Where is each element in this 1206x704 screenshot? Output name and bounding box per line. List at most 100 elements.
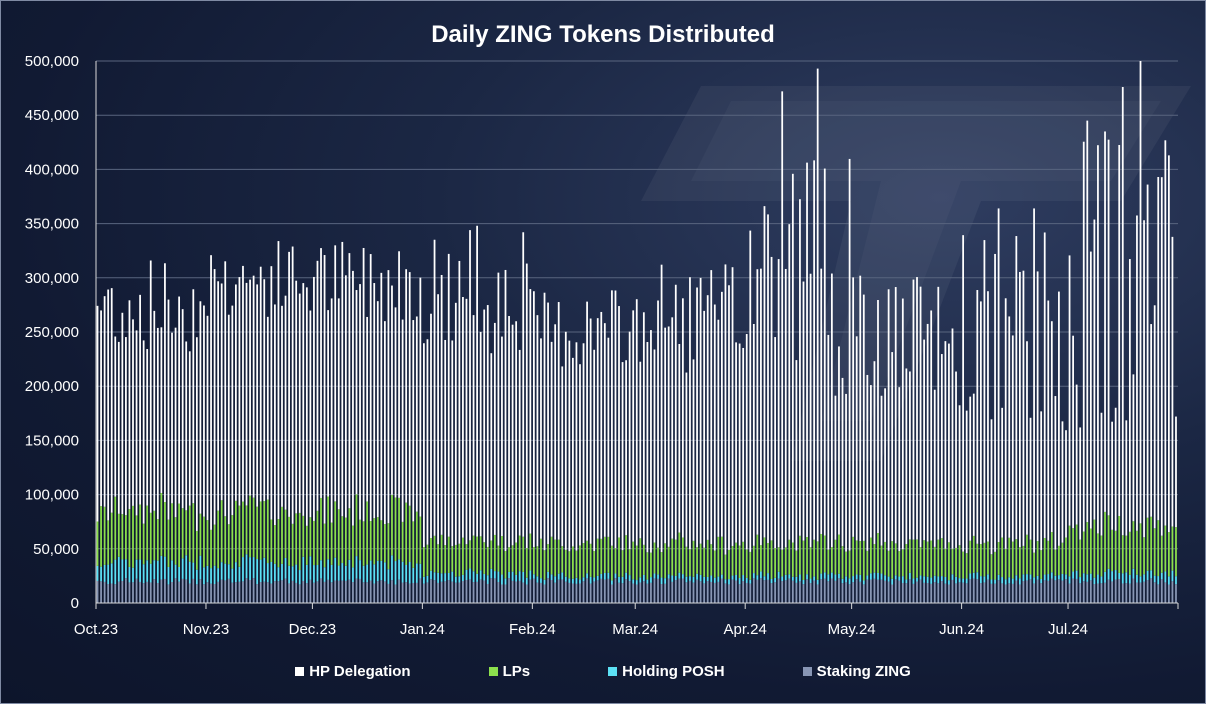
bar-staking-zing [167,584,170,603]
bar-holding-posh [905,579,908,584]
bar-lps [1139,523,1142,577]
bar-lps [1011,541,1014,579]
bar-staking-zing [1029,579,1032,603]
bar-holding-posh [806,574,808,580]
bar-staking-zing [220,579,223,603]
bar-staking-zing [632,583,635,603]
bar-holding-posh [965,578,968,584]
bar-hp-delegation [284,295,287,510]
bar-lps [703,547,706,577]
bar-lps [210,529,212,569]
bar-staking-zing [171,582,173,603]
bar-lps [852,536,855,577]
bar-staking-zing [1058,579,1060,603]
bar-staking-zing [987,579,989,603]
bar-hp-delegation [976,290,979,544]
bar-staking-zing [1150,578,1153,603]
bar-lps [894,543,897,576]
bar-staking-zing [493,578,496,603]
bar-lps [582,543,585,578]
bar-lps [1058,545,1060,576]
bar-hp-delegation [1153,305,1156,529]
bar-hp-delegation [983,240,986,543]
bar-staking-zing [898,580,901,603]
bar-staking-zing [344,580,347,603]
bar-staking-zing [706,581,709,603]
bar-hp-delegation [752,323,755,546]
bar-lps [657,547,659,575]
bar-staking-zing [185,579,188,603]
bar-hp-delegation [593,349,596,551]
bar-staking-zing [916,581,918,603]
bar-lps [231,515,234,569]
bar-holding-posh [760,571,762,579]
bar-lps [749,551,752,580]
bar-staking-zing [341,580,344,603]
bar-lps [423,547,425,577]
bar-hp-delegation [348,253,351,509]
bar-hp-delegation [1033,208,1035,553]
bar-holding-posh [742,575,745,582]
bar-hp-delegation [426,339,429,545]
bar-holding-posh [323,567,326,582]
bar-hp-delegation [327,310,330,497]
bar-staking-zing [756,579,759,603]
bar-hp-delegation [940,354,943,539]
bar-staking-zing [479,579,482,603]
bar-staking-zing [1089,580,1092,603]
bar-hp-delegation [958,405,961,546]
bar-staking-zing [955,583,957,603]
bar-lps [685,546,688,577]
bar-lps [334,501,337,558]
bar-hp-delegation [579,364,581,546]
bar-staking-zing [419,578,422,603]
bar-hp-delegation [242,265,244,502]
bar-lps [614,548,617,574]
bar-holding-posh [1167,576,1170,585]
bar-hp-delegation [699,277,702,544]
bar-lps [841,546,844,579]
bar-holding-posh [1001,577,1004,584]
bar-lps [408,505,411,563]
bar-staking-zing [1139,582,1142,603]
bar-hp-delegation [1068,255,1071,526]
bar-hp-delegation [529,289,532,534]
bar-holding-posh [855,574,858,580]
bar-hp-delegation [419,277,422,517]
bar-staking-zing [355,578,358,603]
bar-hp-delegation [1171,236,1174,527]
bar-lps [444,545,447,574]
bar-hp-delegation [834,395,837,540]
bar-lps [142,523,145,565]
bar-hp-delegation [855,336,858,541]
bar-staking-zing [1118,579,1121,603]
bar-hp-delegation [206,315,209,521]
bar-staking-zing [547,578,549,603]
bar-staking-zing [877,579,879,603]
bar-holding-posh [699,574,702,582]
bar-holding-posh [1104,571,1106,583]
bar-lps [710,544,713,576]
bar-staking-zing [1079,583,1082,603]
y-tick-label: 100,000 [25,487,79,504]
bar-hp-delegation [650,330,652,553]
bar-staking-zing [1160,579,1163,603]
bar-holding-posh [1036,575,1039,580]
bar-staking-zing [689,580,691,603]
bar-lps [146,505,149,561]
bar-staking-zing [983,582,986,603]
bar-lps [820,533,823,574]
bar-hp-delegation [994,253,996,552]
bar-staking-zing [696,579,698,603]
bar-staking-zing [408,583,411,603]
bar-holding-posh [128,566,131,583]
bar-holding-posh [266,563,269,583]
bar-staking-zing [1164,582,1167,603]
bar-lps [1040,550,1043,579]
bar-hp-delegation [997,208,1000,543]
bar-hp-delegation [298,293,301,513]
bar-staking-zing [359,578,361,603]
bar-staking-zing [1026,580,1028,603]
bar-holding-posh [678,572,681,579]
